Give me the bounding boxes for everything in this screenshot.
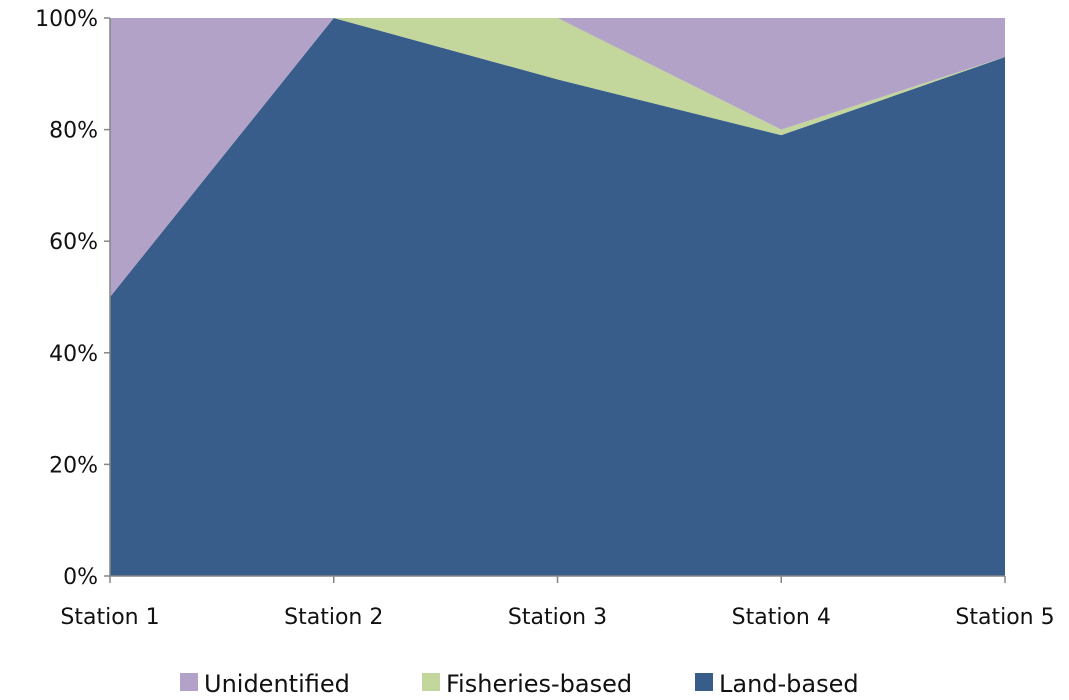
y-tick-label: 40% bbox=[49, 342, 98, 367]
legend-label-land-based: Land-based bbox=[719, 670, 859, 698]
area-series-land-based bbox=[110, 18, 1005, 576]
legend-label-unidentified: Unidentified bbox=[204, 670, 350, 698]
legend-swatch-fisheries-based bbox=[422, 673, 440, 691]
area-series-fisheries-based bbox=[110, 18, 1005, 297]
x-tick-label: Station 4 bbox=[732, 605, 831, 630]
axes-layer: 0% 20% 40% 60% 80% 100% Station 1 Station 2 Stat… bbox=[35, 7, 1055, 630]
y-tick-label: 20% bbox=[49, 453, 98, 478]
area-series-unidentified bbox=[110, 18, 1005, 297]
x-tick-label: Station 3 bbox=[508, 605, 607, 630]
y-tick-label: 0% bbox=[63, 565, 98, 590]
y-tick-label: 60% bbox=[49, 230, 98, 255]
legend-swatch-land-based bbox=[695, 673, 713, 691]
x-tick-label: Station 2 bbox=[284, 605, 383, 630]
legend-label-fisheries-based: Fisheries-based bbox=[446, 670, 632, 698]
x-tick-label: Station 1 bbox=[60, 605, 159, 630]
x-tick-label: Station 5 bbox=[955, 605, 1054, 630]
area-layer bbox=[110, 18, 1005, 576]
legend-swatch-unidentified bbox=[180, 673, 198, 691]
y-tick-label: 80% bbox=[49, 119, 98, 144]
legend: Unidentified Fisheries-based Land-based bbox=[180, 670, 859, 698]
y-tick-label: 100% bbox=[35, 7, 98, 32]
